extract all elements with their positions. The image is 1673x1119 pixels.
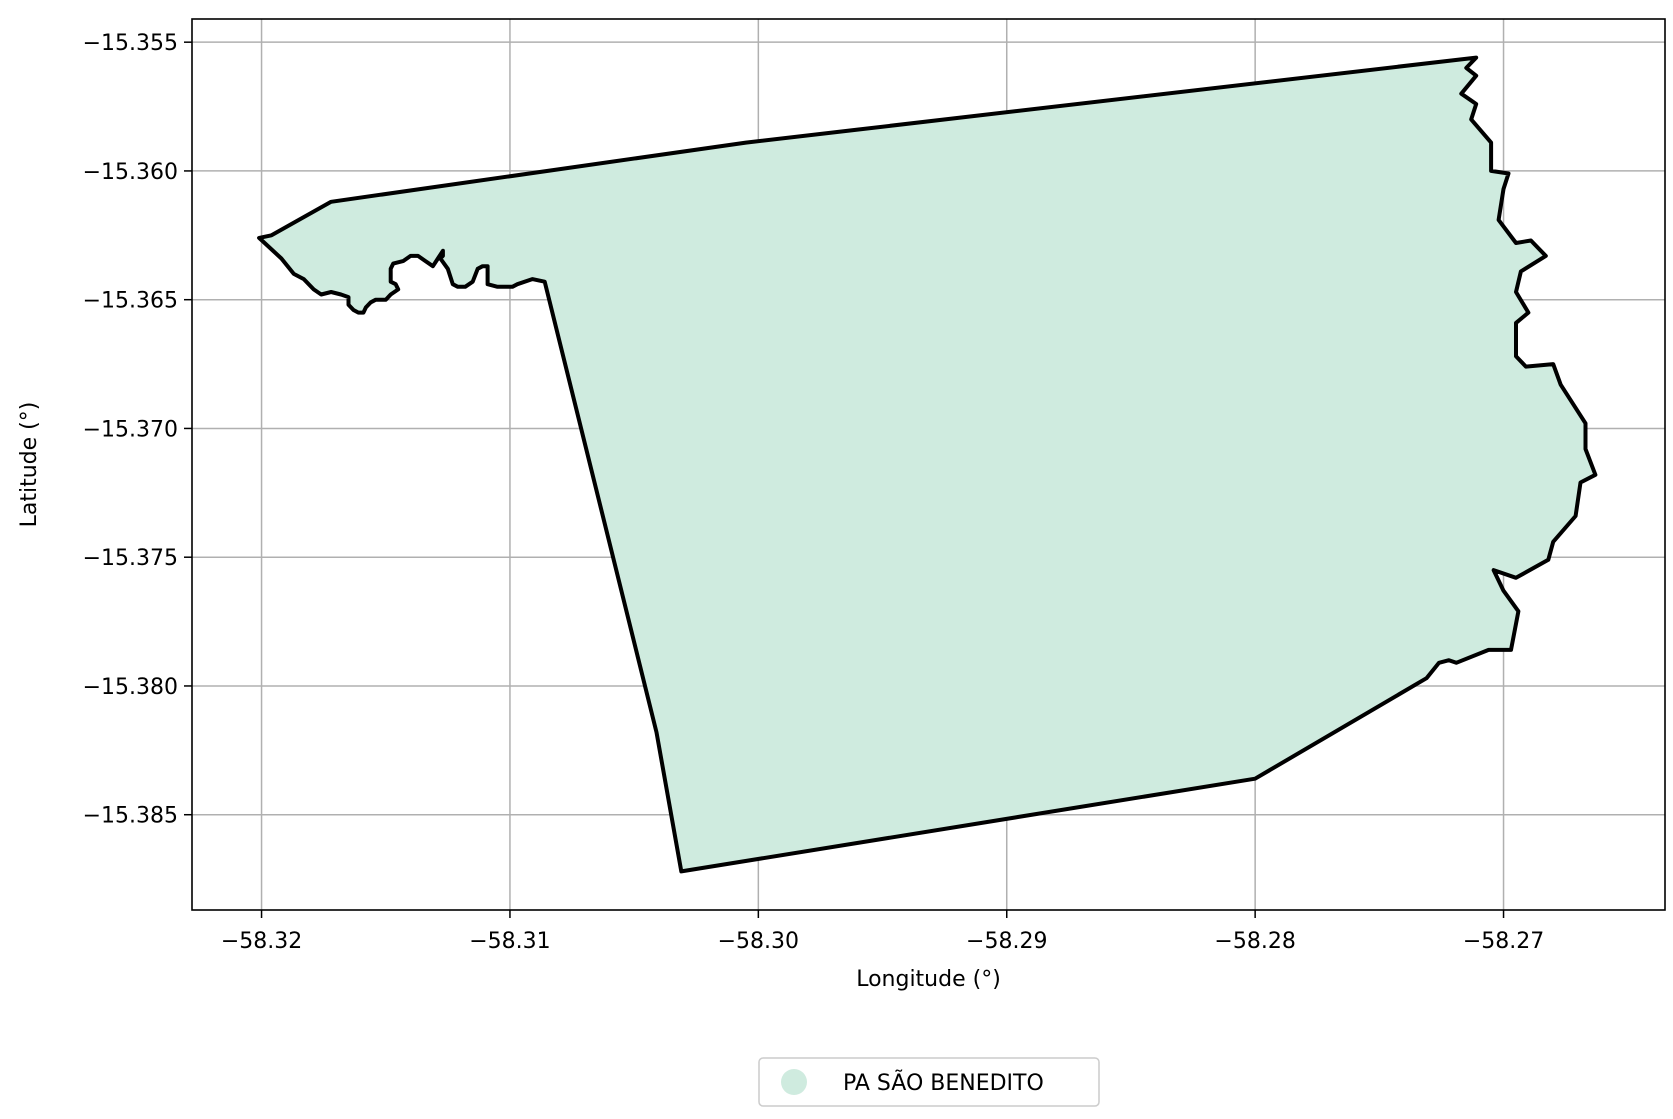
x-axis-label: Longitude (°) [856,967,1001,992]
legend: PA SÃO BENEDITO [758,1057,1100,1107]
y-tick-label: −15.355 [83,31,178,56]
polygon-fill-pa-sao-benedito [259,57,1596,872]
x-tick-label: −58.29 [966,929,1047,954]
x-tick-label: −58.28 [1214,929,1295,954]
legend-label: PA SÃO BENEDITO [843,1069,1044,1096]
y-tick-label: −15.360 [83,160,178,185]
plot-frame [191,18,1666,911]
y-tick-label: −15.380 [83,675,178,700]
x-tick-label: −58.30 [718,929,799,954]
y-tick-label: −15.365 [83,289,178,314]
y-tick-label: −15.375 [83,546,178,571]
axis-ticks: −58.32 −58.31 −58.30 −58.29 −58.28 −58.27 −15.… [83,31,1545,954]
y-axis-label: Latitude (°) [17,402,42,528]
y-tick-label: −15.385 [83,804,178,829]
x-tick-label: −58.32 [221,929,302,954]
x-tick-label: −58.27 [1463,929,1544,954]
polygon-boundary-pa-sao-benedito [257,55,1598,874]
map-polygons [257,55,1598,874]
y-tick-label: −15.370 [83,417,178,442]
x-tick-label: −58.31 [469,929,550,954]
legend-marker [781,1069,807,1095]
legend-box [758,1057,1100,1107]
